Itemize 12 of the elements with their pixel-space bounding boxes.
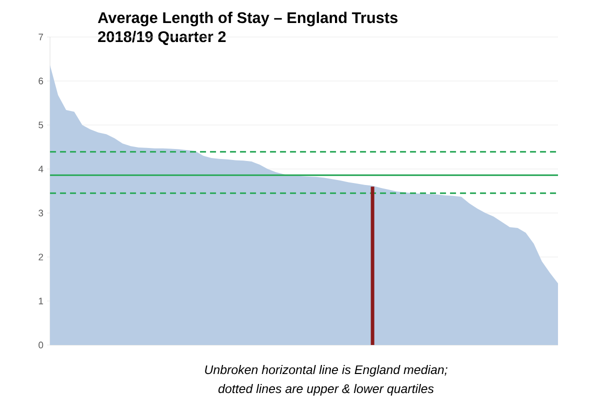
text: dotted lines are upper & lower quartiles <box>218 384 434 396</box>
y-tick-label: 4 <box>38 166 44 172</box>
chart-subtitle: 2018/19 Quarter 2 <box>98 30 226 46</box>
chart-title: Average Length of Stay – England Trusts <box>98 12 398 26</box>
y-tick-label: 6 <box>38 78 44 84</box>
y-tick-label: 2 <box>38 254 44 260</box>
y-tick-label: 1 <box>38 298 44 304</box>
y-tick-label: 0 <box>38 342 44 348</box>
y-tick-label: 3 <box>38 210 44 216</box>
y-tick-label: 7 <box>38 34 44 40</box>
y-tick-label: 5 <box>38 122 44 128</box>
text: Unbroken horizontal line is England median; <box>205 364 448 377</box>
